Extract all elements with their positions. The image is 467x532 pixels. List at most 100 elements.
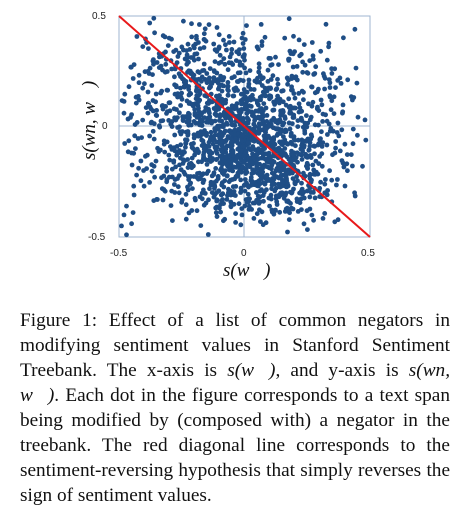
scatter-point [276,194,282,200]
scatter-point [119,223,124,229]
scatter-point [261,189,267,195]
scatter-point [242,177,248,182]
scatter-point [304,124,310,130]
scatter-point [294,174,299,180]
scatter-point [183,144,188,150]
scatter-point [254,197,259,203]
scatter-point [183,202,189,208]
scatter-point [206,108,212,114]
scatter-point [216,86,221,92]
scatter-point [189,34,195,40]
scatter-point [209,190,215,196]
scatter-point [267,157,273,162]
scatter-point [164,165,170,171]
caption-x-formula: s(w⃗) [227,360,276,381]
scatter-point [271,159,277,165]
scatter-point [144,166,150,172]
scatter-point [304,113,309,118]
scatter-point [345,77,351,83]
scatter-point [262,34,268,40]
scatter-point [191,119,197,124]
scatter-point [157,54,162,60]
scatter-point [297,200,303,206]
scatter-point [258,168,263,174]
scatter-point [181,18,186,24]
scatter-point [238,222,244,228]
scatter-point [205,232,211,237]
scatter-point [202,93,208,98]
scatter-point [340,102,346,108]
figure-caption: Figure 1: Effect of a list of common neg… [20,308,450,508]
scatter-point [218,209,224,215]
scatter-point [240,41,246,46]
scatter-point [162,149,168,155]
scatter-point [216,188,222,194]
scatter-point [294,150,300,156]
scatter-point [225,92,231,98]
scatter-point [286,96,292,102]
scatter-point [276,62,281,67]
scatter-point [240,54,246,60]
scatter-point [335,217,341,223]
scatter-point [273,54,278,60]
scatter-point [185,157,191,162]
scatter-point [200,68,205,73]
scatter-point [315,104,320,110]
scatter-point [228,140,234,146]
scatter-point [275,76,280,82]
scatter-point [167,157,173,163]
scatter-point [269,166,274,172]
scatter-point [194,36,199,42]
scatter-point [236,201,242,207]
scatter-point [149,83,155,88]
scatter-point [258,219,263,225]
scatter-point [140,117,146,123]
scatter-point [299,118,305,123]
scatter-point [333,85,338,90]
scatter-point [151,198,157,204]
scatter-point [325,188,330,193]
scatter-point [218,147,224,153]
scatter-point [353,65,359,71]
scatter-point [329,71,335,76]
scatter-point [309,40,315,45]
scatter-point [335,177,340,182]
scatter-point [174,144,180,149]
scatter-point [327,85,333,90]
scatter-point [319,163,325,169]
scatter-point [312,151,317,157]
scatter-point [160,33,166,39]
scatter-point [304,188,310,194]
scatter-point [225,80,231,85]
scatter-point [289,73,295,79]
scatter-point [328,107,334,113]
scatter-point [177,150,183,156]
scatter-point [256,65,262,71]
scatter-point [229,60,234,66]
scatter-point [267,123,272,129]
scatter-point [290,206,296,212]
scatter-point [169,66,175,72]
scatter-point [271,99,277,105]
scatter-point [254,100,260,106]
scatter-point [258,22,264,27]
scatter-point [131,183,137,189]
scatter-point [198,223,204,229]
scatter-point [168,144,173,150]
caption-text-3: . Each dot in the figure corresponds to … [20,385,450,506]
scatter-point [182,171,188,177]
scatter-point [298,109,304,114]
scatter-point [293,105,298,111]
scatter-point [124,203,129,209]
scatter-point [211,106,217,111]
scatter-point [308,136,314,142]
scatter-point [201,202,207,208]
scatter-point [131,192,137,198]
scatter-point [241,160,246,165]
points-layer [119,15,369,238]
scatter-point [254,166,260,172]
scatter-point [193,197,198,203]
scatter-point [134,120,140,125]
scatter-point [350,163,355,169]
scatter-point [152,174,158,180]
